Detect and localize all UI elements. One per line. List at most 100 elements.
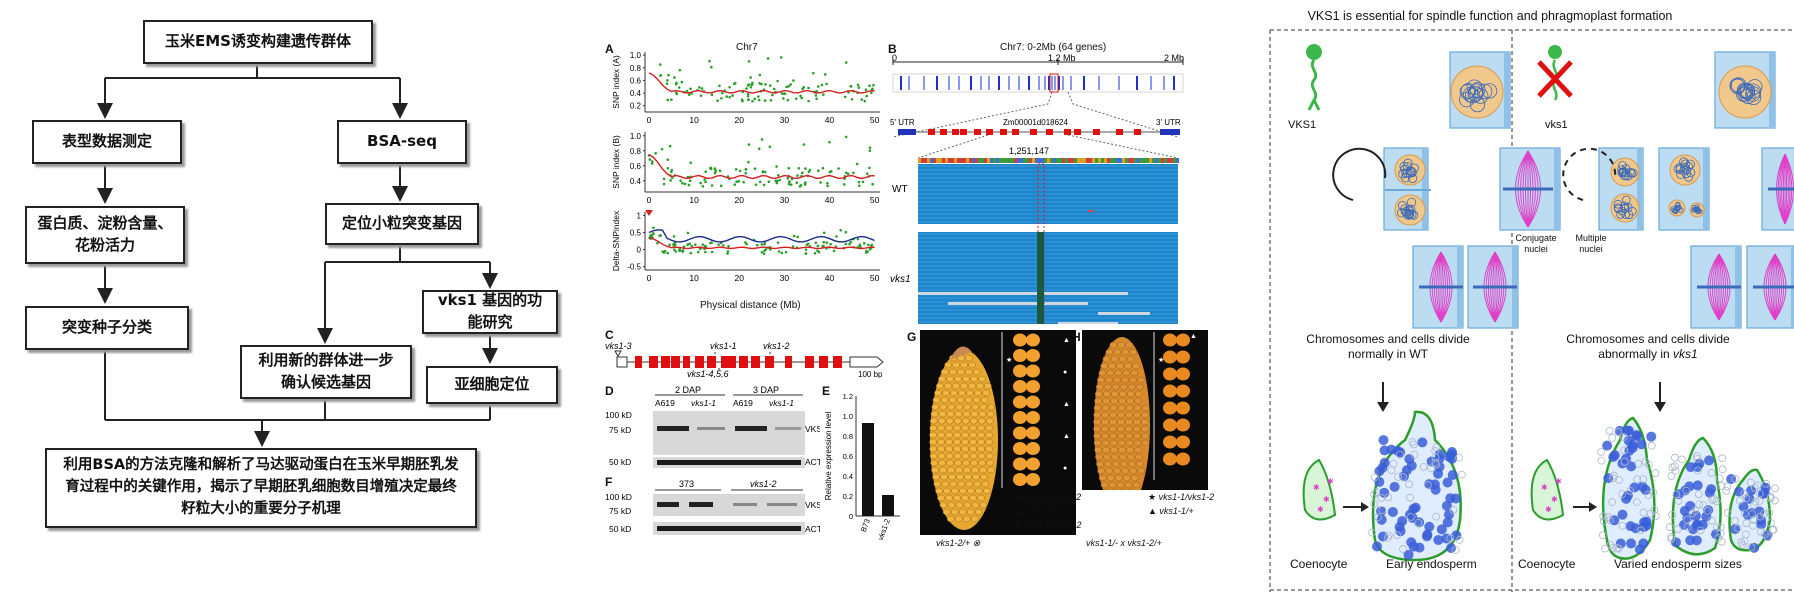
snp-point [796,235,799,239]
snp-point [672,244,676,247]
gene-tick [988,76,990,90]
snp-point [760,82,763,86]
base [975,158,978,163]
endosperm-cell-outline [1693,466,1702,475]
snp-point [829,242,832,246]
snp-point [825,241,829,244]
endosperm-diagrams: ✱✱✱✱✱✱✱✱ [1302,410,1779,562]
kernel [1122,369,1131,377]
base [939,158,942,163]
snp-point [871,182,874,186]
chromatin [1465,87,1481,104]
snp-point [687,93,691,97]
model-wt-caption: Chromosomes and cells divide normally in… [1306,332,1470,361]
snp-point [844,230,848,234]
kernel [929,452,938,460]
kernel [1117,404,1126,412]
snp-point [786,98,790,102]
gene-tick [980,76,982,90]
endosperm-cell-outline [1644,490,1653,499]
kernel [957,480,966,488]
kernel [955,501,964,509]
chromatin [1680,159,1690,169]
snp-point [679,179,682,183]
snp-point [700,87,704,90]
chromatin [1407,210,1417,220]
endosperm-nucleus [1444,451,1455,462]
endosperm-cell-outline [1763,533,1772,542]
h-kernel-texture [1093,341,1150,490]
model-coenocyte-right: Coenocyte [1518,557,1576,571]
snp-point [870,91,873,95]
base [1059,158,1062,163]
kernel [945,494,953,502]
snp-point [747,98,750,101]
kernel [954,515,963,523]
snp-point [802,85,806,89]
chromatin [1675,204,1681,211]
kernel [969,494,977,502]
a-xtick: 20 [735,195,745,205]
snp-point [760,138,764,141]
kernel [1108,481,1117,489]
base [1065,158,1068,163]
snp-point [747,160,750,164]
b-mut-label: vks1 [890,274,911,285]
base [924,158,927,163]
seed-mark-icon: ▲ [1063,401,1070,408]
snp-point [673,76,676,79]
base [1161,158,1164,163]
endosperm-cell-outline [1766,494,1775,503]
endosperm-cell-outline [1748,510,1757,518]
kernel [1110,390,1119,398]
seed [1026,457,1040,471]
trend-line [648,153,875,180]
gene-tick [1070,76,1072,90]
snp-point [862,241,866,245]
base [1053,158,1056,163]
kernel [1117,341,1126,349]
snp-point [746,94,750,98]
kernel [953,445,961,453]
snp-point [848,242,851,246]
endosperm-nucleus [1615,538,1626,549]
snp-point [681,250,685,253]
snp-point [858,243,861,247]
kernel [941,480,950,488]
kernel [1133,425,1141,433]
snp-point [775,165,778,168]
kernel [1127,383,1136,391]
endosperm-cell-outline [1405,480,1413,489]
snp-point [704,170,707,174]
kernel [1102,446,1110,454]
snp-point [751,81,754,85]
kernel [1121,348,1130,356]
kernel [953,424,962,432]
a-xtick: 10 [689,115,699,125]
snp-point [868,166,871,170]
kernel [969,438,977,446]
kernel [1113,467,1121,475]
snp-point [738,169,742,173]
snp-point [779,56,783,59]
snp-point [760,243,764,246]
kernel [1141,432,1150,440]
kernel [945,417,954,425]
chr7-title: Chr7 [736,42,758,53]
kernel [1117,418,1125,426]
kernel [1125,425,1133,433]
endosperm-cell-outline [1712,497,1721,506]
b-gene-id: Zm00001d018624 [1003,118,1068,127]
endosperm-nucleus [1636,439,1647,450]
snp-point [648,158,652,161]
snp-point [807,99,810,103]
endosperm-nucleus [1637,481,1648,492]
kernel [972,396,981,404]
kernel [977,494,985,502]
kernel [971,466,979,474]
chromatin [1459,91,1475,108]
kernel [969,417,978,425]
a-ytick: 1.0 [630,52,642,60]
endosperm-nucleus [1372,541,1383,552]
